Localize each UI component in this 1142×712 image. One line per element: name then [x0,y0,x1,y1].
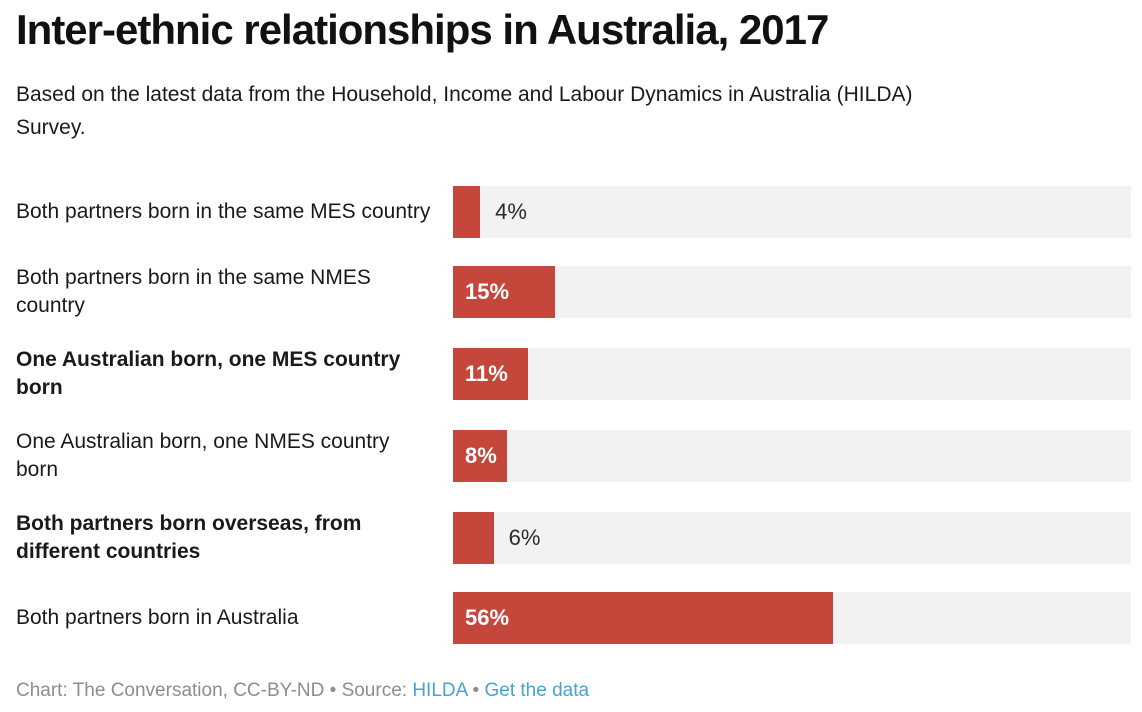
bar [453,592,833,645]
bar [453,348,528,401]
footer-byline: Chart: The Conversation, CC-BY-ND • Sour… [16,680,1131,702]
source-link[interactable]: HILDA [412,680,468,702]
category-label: Both partners born in Australia [16,606,299,630]
bar-track: 56% [453,592,1131,645]
bullet-separator: • [329,680,337,702]
category-label: One Australian born, one MES country bor… [16,348,401,400]
value-label: 56% [465,605,510,631]
bar-track: 4% [453,186,1131,239]
value-label: 11% [465,361,508,387]
bullet-separator: • [472,680,480,702]
value-label: 6% [508,525,541,551]
value-label: 4% [495,199,527,225]
source-label: Source: [341,680,408,702]
category-label: One Australian born, one NMES country bo… [16,430,390,482]
chart-credit: Chart: The Conversation, CC-BY-ND [16,680,325,702]
bar-track: 11% [453,348,1131,401]
value-label: 8% [465,443,497,469]
bar [453,186,481,239]
category-label: Both partners born in the same MES count… [16,200,431,224]
bar [453,430,508,483]
bar [453,266,555,319]
chart-subtitle: Based on the latest data from the Househ… [16,83,913,140]
chart-row: Both partners born in Australia 56% [16,592,1131,645]
bar-track: 6% [453,512,1131,565]
bar-chart: Both partners born in the same MES count… [16,186,1131,645]
chart-row: Both partners born in the same NMES coun… [16,264,1131,320]
chart-rows: Both partners born in the same MES count… [16,186,1131,645]
category-label: Both partners born overseas, from differ… [16,512,362,564]
bar [453,512,494,565]
chart-row: Both partners born in the same MES count… [16,186,1131,239]
chart-title: Inter-ethnic relationships in Australia,… [16,6,829,53]
value-label: 15% [465,279,510,305]
get-data-link[interactable]: Get the data [484,680,590,702]
bar-track: 15% [453,266,1131,319]
chart-row: Both partners born overseas, from differ… [16,510,1131,566]
chart-row: One Australian born, one MES country bor… [16,346,1131,402]
category-label: Both partners born in the same NMES coun… [16,266,371,318]
bar-track: 8% [453,430,1131,483]
chart-row: One Australian born, one NMES country bo… [16,428,1131,484]
